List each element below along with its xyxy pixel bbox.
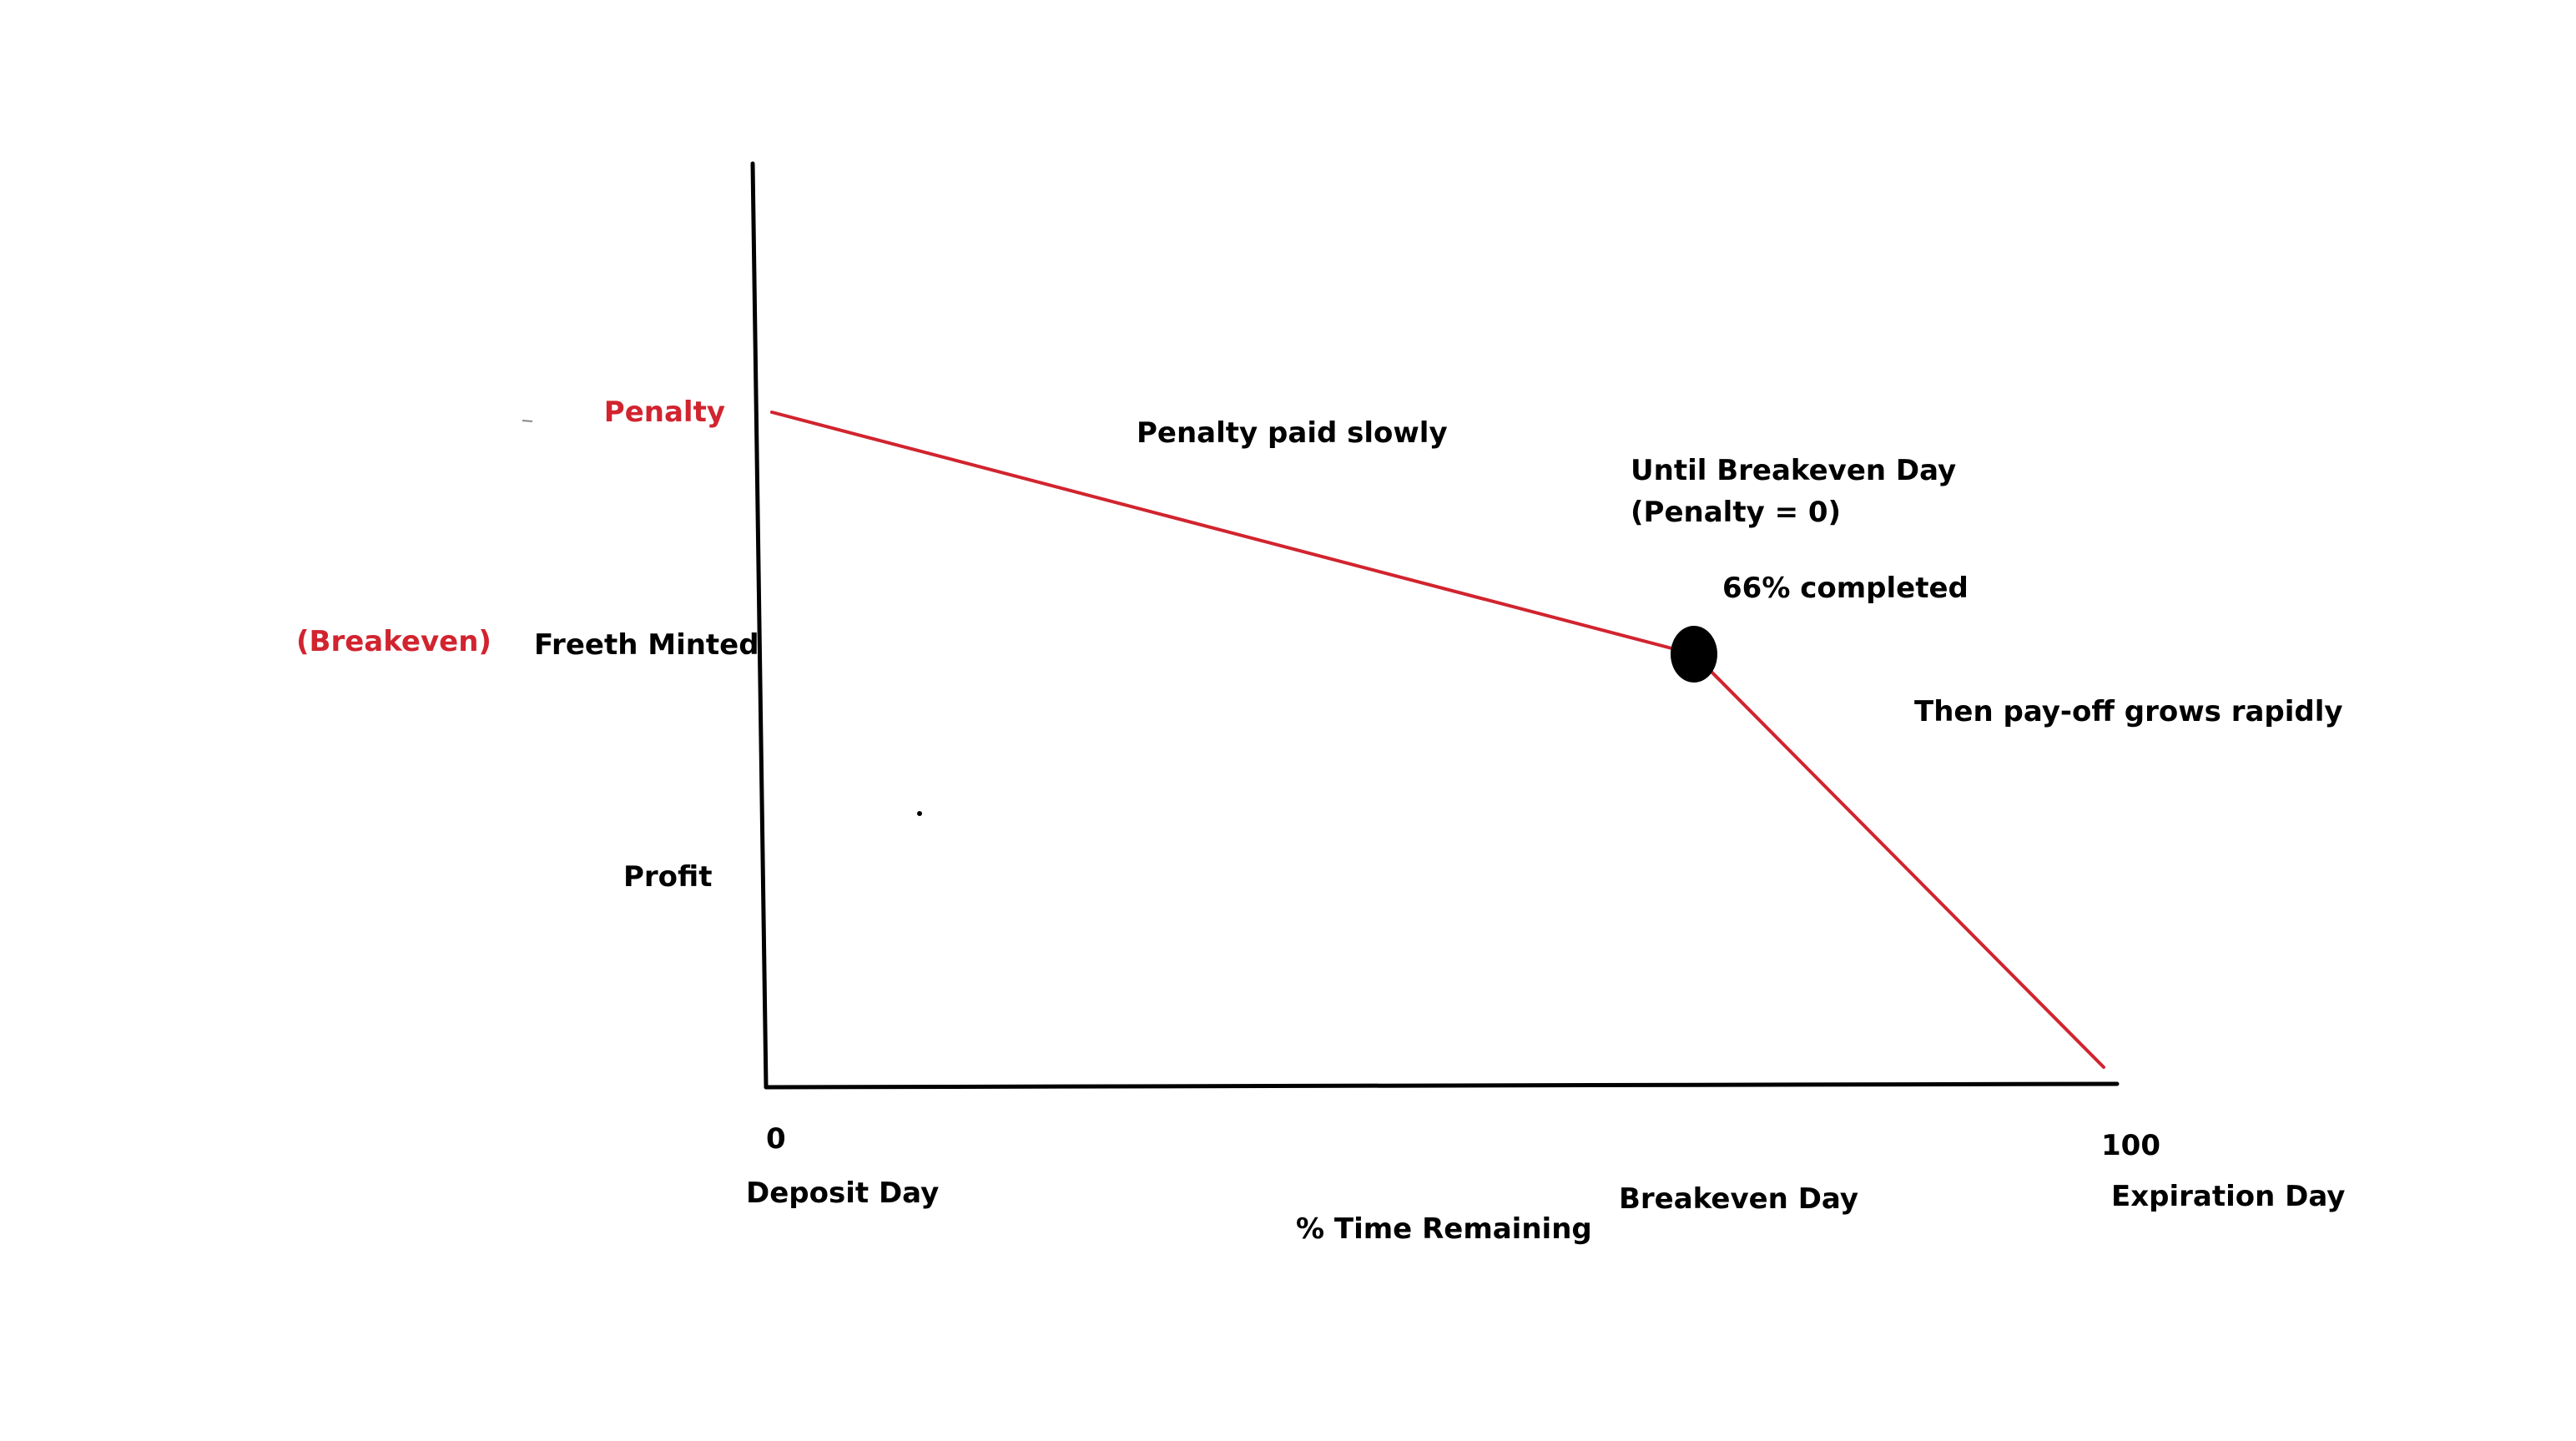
y-label-freeth-minted: Freeth Minted — [534, 628, 759, 662]
y-label-profit: Profit — [623, 860, 713, 894]
x-label-breakeven-day: Breakeven Day — [1619, 1182, 1858, 1216]
annotation-completed: 66% completed — [1722, 572, 1969, 605]
x-tick-hundred: 100 — [2101, 1129, 2160, 1162]
annotation-penalty-zero: (Penalty = 0) — [1631, 496, 1841, 529]
penalty-decline-segment — [770, 411, 1696, 656]
annotation-until-breakeven-day: Until Breakeven Day — [1631, 454, 1956, 487]
y-label-breakeven: (Breakeven) — [296, 625, 492, 658]
annotation-penalty-paid-slowly: Penalty paid slowly — [1137, 416, 1448, 450]
y-label-penalty: Penalty — [604, 396, 725, 429]
x-axis — [764, 1081, 2120, 1090]
x-axis-title: % Time Remaining — [1296, 1212, 1592, 1246]
x-label-expiration-day: Expiration Day — [2111, 1180, 2345, 1213]
x-label-deposit-day: Deposit Day — [746, 1176, 939, 1210]
annotation-payoff-grows: Then pay-off grows rapidly — [1914, 695, 2343, 728]
stray-dot — [917, 811, 922, 816]
breakeven-point-marker — [1671, 626, 1717, 683]
x-tick-zero: 0 — [766, 1122, 786, 1156]
y-axis — [750, 161, 769, 1090]
payoff-growth-segment — [1692, 652, 2105, 1069]
